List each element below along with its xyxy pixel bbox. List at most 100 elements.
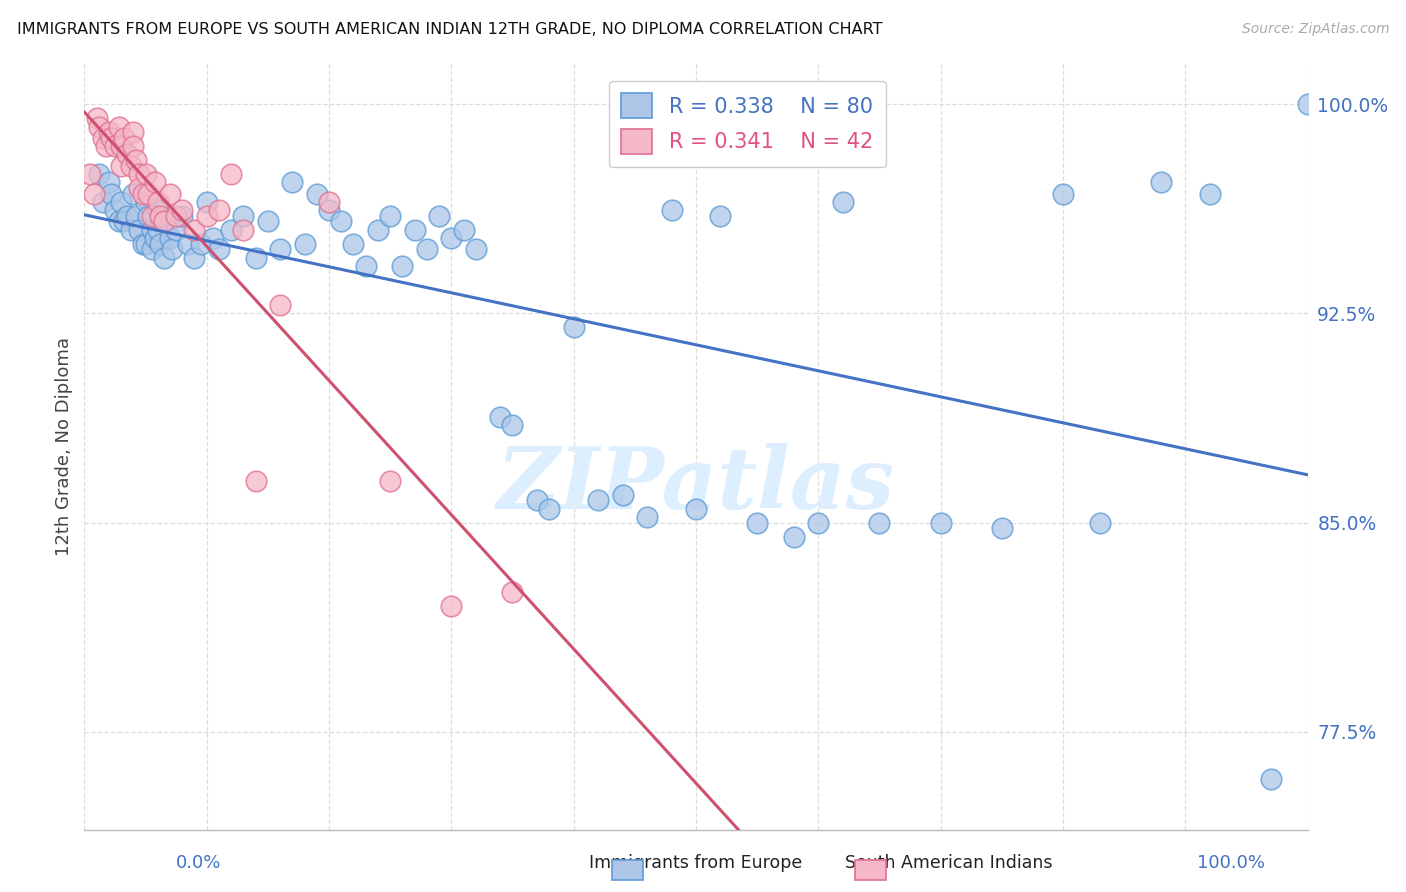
- Point: [96, 139, 118, 153]
- Point: [232, 209, 254, 223]
- Point: [97, 175, 120, 189]
- Point: [132, 236, 155, 251]
- Point: [208, 243, 231, 257]
- Point: [464, 243, 486, 257]
- Point: [86, 112, 108, 126]
- Point: [156, 214, 179, 228]
- Point: [354, 259, 377, 273]
- Point: [305, 186, 328, 201]
- Point: [146, 194, 169, 209]
- Point: [219, 167, 242, 181]
- Point: [135, 236, 157, 251]
- Point: [79, 167, 101, 181]
- Point: [502, 418, 524, 433]
- Point: [183, 251, 205, 265]
- Point: [141, 209, 163, 223]
- Point: [612, 488, 634, 502]
- Point: [110, 159, 132, 173]
- Point: [427, 209, 450, 223]
- Text: Source: ZipAtlas.com: Source: ZipAtlas.com: [1241, 22, 1389, 37]
- Point: [100, 186, 122, 201]
- Point: [128, 181, 150, 195]
- Point: [709, 209, 731, 223]
- Point: [110, 194, 132, 209]
- Point: [502, 585, 524, 599]
- Text: IMMIGRANTS FROM EUROPE VS SOUTH AMERICAN INDIAN 12TH GRADE, NO DIPLOMA CORRELATI: IMMIGRANTS FROM EUROPE VS SOUTH AMERICAN…: [17, 22, 883, 37]
- Point: [110, 139, 132, 153]
- Point: [120, 159, 142, 173]
- Point: [538, 501, 561, 516]
- Point: [562, 320, 585, 334]
- Point: [380, 474, 402, 488]
- Point: [269, 298, 291, 312]
- Point: [122, 125, 145, 139]
- Point: [177, 236, 200, 251]
- Point: [115, 147, 138, 161]
- Point: [149, 209, 172, 223]
- Point: [172, 203, 194, 218]
- Text: South American Indians: South American Indians: [845, 855, 1053, 872]
- Point: [208, 203, 231, 218]
- Point: [100, 130, 122, 145]
- Point: [104, 139, 127, 153]
- Point: [141, 243, 163, 257]
- Point: [661, 203, 683, 218]
- Point: [112, 214, 135, 228]
- Point: [83, 186, 105, 201]
- Point: [125, 209, 148, 223]
- Point: [136, 186, 159, 201]
- Point: [128, 223, 150, 237]
- Point: [136, 209, 159, 223]
- Point: [440, 231, 463, 245]
- Point: [120, 223, 142, 237]
- Point: [135, 167, 157, 181]
- Point: [107, 120, 129, 134]
- Point: [807, 516, 830, 530]
- Point: [97, 125, 120, 139]
- Point: [153, 214, 176, 228]
- Point: [294, 236, 316, 251]
- Point: [783, 530, 806, 544]
- Point: [87, 167, 110, 181]
- Text: 100.0%: 100.0%: [1198, 855, 1265, 872]
- Point: [526, 493, 548, 508]
- Point: [281, 175, 304, 189]
- Point: [489, 409, 512, 424]
- Point: [245, 474, 267, 488]
- Point: [153, 251, 176, 265]
- Point: [831, 194, 853, 209]
- Point: [112, 130, 135, 145]
- Point: [159, 186, 181, 201]
- Point: [330, 214, 353, 228]
- Point: [869, 516, 891, 530]
- Point: [685, 501, 707, 516]
- Point: [929, 516, 952, 530]
- Point: [195, 194, 218, 209]
- Point: [342, 236, 364, 251]
- Text: ZIPatlas: ZIPatlas: [496, 442, 896, 526]
- Text: 0.0%: 0.0%: [176, 855, 221, 872]
- Point: [122, 139, 145, 153]
- Point: [1296, 97, 1319, 112]
- Point: [586, 493, 609, 508]
- Point: [143, 231, 166, 245]
- Point: [245, 251, 267, 265]
- Point: [1052, 186, 1074, 201]
- Point: [404, 223, 426, 237]
- Point: [125, 153, 148, 167]
- Point: [190, 236, 212, 251]
- Point: [183, 223, 205, 237]
- Point: [87, 120, 110, 134]
- Y-axis label: 12th Grade, No Diploma: 12th Grade, No Diploma: [55, 336, 73, 556]
- Point: [165, 209, 187, 223]
- Point: [132, 186, 155, 201]
- Point: [172, 209, 194, 223]
- Point: [747, 516, 769, 530]
- Point: [195, 209, 218, 223]
- Point: [1198, 186, 1220, 201]
- Legend: R = 0.338    N = 80, R = 0.341    N = 42: R = 0.338 N = 80, R = 0.341 N = 42: [609, 80, 886, 167]
- Point: [391, 259, 413, 273]
- Point: [91, 194, 114, 209]
- Point: [440, 599, 463, 614]
- Point: [1150, 175, 1173, 189]
